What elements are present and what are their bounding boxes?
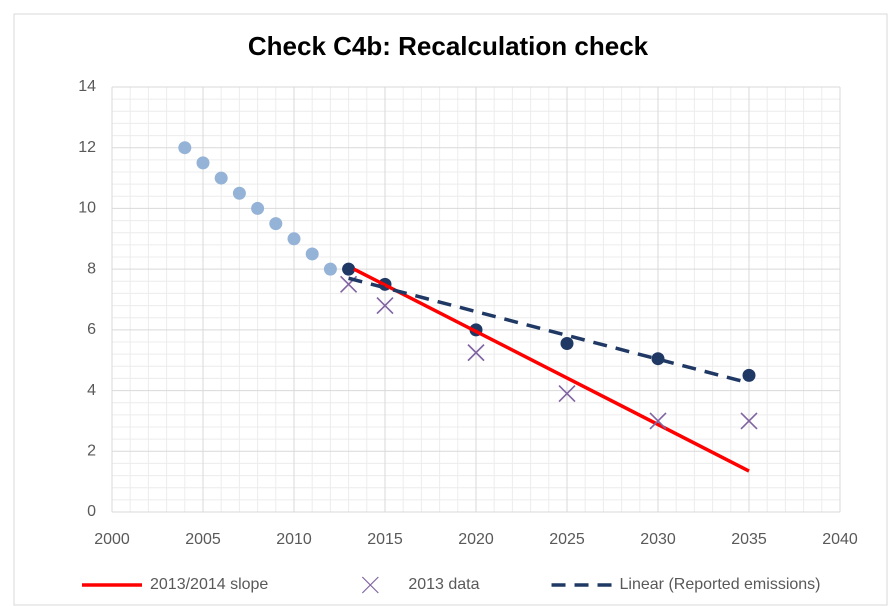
- chart-border: [13, 13, 888, 606]
- y-tick-label: 2: [87, 443, 96, 460]
- data-point: [560, 337, 574, 351]
- data-point: [342, 262, 356, 276]
- data-point: [305, 247, 319, 261]
- data-point: [287, 232, 301, 246]
- data-point: [214, 171, 228, 185]
- data-point: [269, 217, 283, 231]
- y-tick-label: 12: [78, 139, 96, 156]
- legend-swatch: [361, 576, 379, 594]
- series-line: [353, 267, 750, 473]
- x-tick-label: 2040: [822, 531, 858, 548]
- x-tick-label: 2015: [367, 531, 403, 548]
- x-tick-label: 2000: [94, 531, 130, 548]
- data-point: [740, 412, 758, 430]
- data-point: [467, 344, 485, 362]
- x-tick-label: 2010: [276, 531, 312, 548]
- y-tick-label: 8: [87, 260, 96, 277]
- data-point: [232, 186, 246, 200]
- data-point: [651, 352, 665, 366]
- x-tick-label: 2005: [185, 531, 221, 548]
- data-point: [376, 297, 394, 315]
- legend-label: 2013 data: [408, 576, 479, 593]
- chart-title: Check C4b: Recalculation check: [248, 31, 649, 61]
- y-tick-label: 10: [78, 200, 96, 217]
- x-tick-label: 2020: [458, 531, 494, 548]
- x-tick-label: 2025: [549, 531, 585, 548]
- y-tick-label: 4: [87, 382, 96, 399]
- data-point: [251, 201, 265, 215]
- y-tick-label: 6: [87, 321, 96, 338]
- legend-label: 2013/2014 slope: [150, 576, 268, 593]
- y-tick-label: 0: [87, 503, 96, 520]
- y-tick-label: 14: [78, 78, 96, 95]
- x-tick-label: 2030: [640, 531, 676, 548]
- data-point: [742, 368, 756, 382]
- data-point: [196, 156, 210, 170]
- data-point: [323, 262, 337, 276]
- legend-label: Linear (Reported emissions): [620, 576, 821, 593]
- data-point: [178, 141, 192, 155]
- x-tick-label: 2035: [731, 531, 767, 548]
- data-point: [649, 412, 667, 430]
- data-point: [558, 385, 576, 403]
